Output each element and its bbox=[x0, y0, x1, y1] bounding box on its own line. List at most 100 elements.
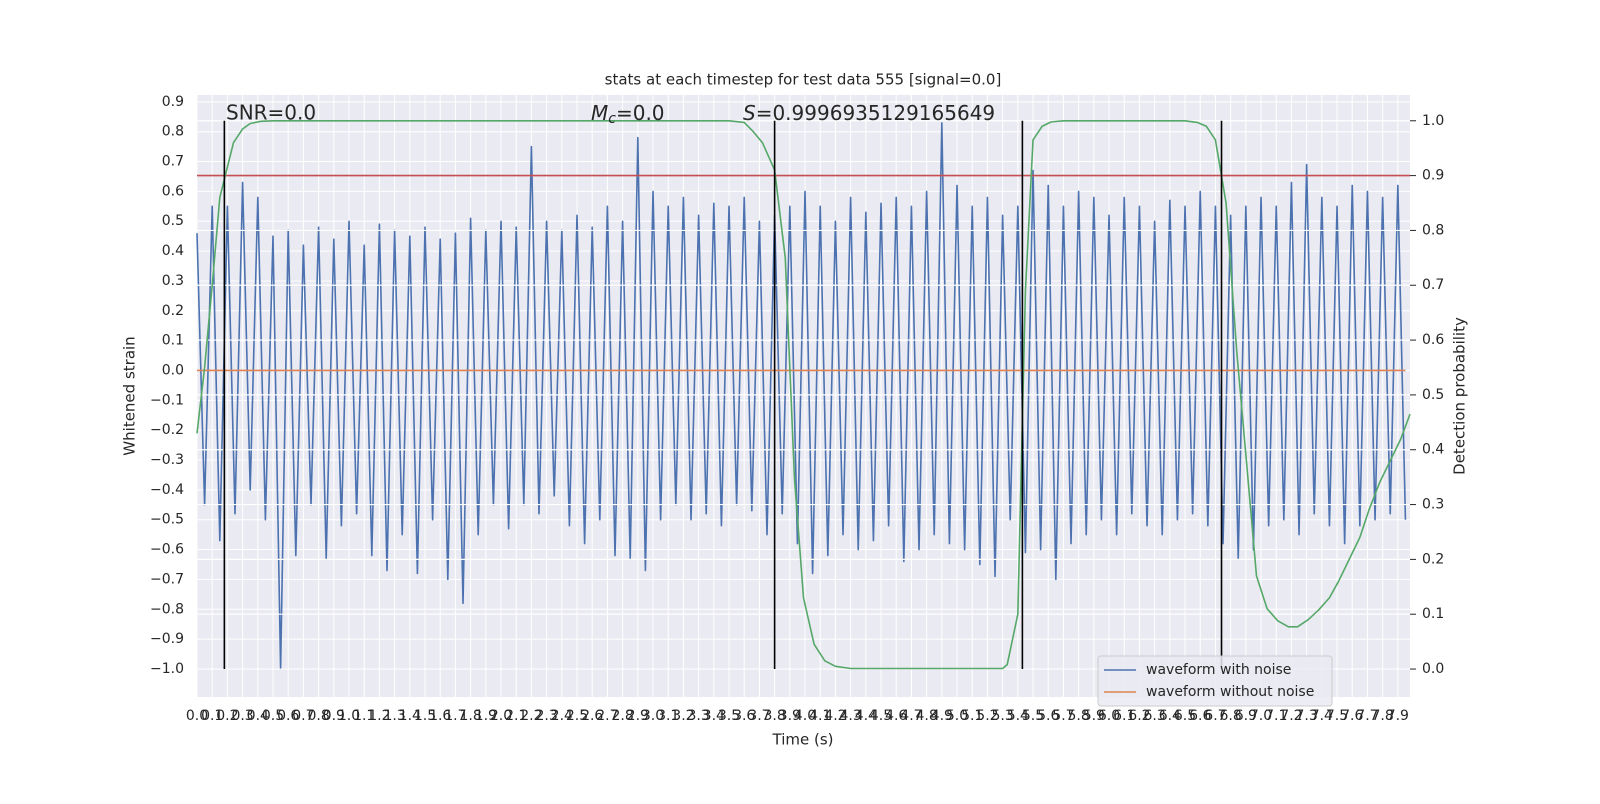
y2-tick-label: 0.7 bbox=[1422, 277, 1444, 293]
x-tick-label: 4.1 bbox=[809, 708, 831, 724]
x-tick-label: 2.3 bbox=[535, 708, 557, 724]
y-tick-label: 0.8 bbox=[162, 124, 184, 140]
x-tick-label: 7.1 bbox=[1265, 708, 1287, 724]
y2-tick-label: 0.4 bbox=[1422, 442, 1444, 458]
x-tick-label: 3.9 bbox=[779, 708, 801, 724]
y-tick-label: 0.1 bbox=[162, 333, 184, 349]
x-tick-label: 2.1 bbox=[505, 708, 527, 724]
y2-tick-label: 0.8 bbox=[1422, 222, 1444, 238]
marks bbox=[196, 120, 1410, 670]
y2-tick-label: 1.0 bbox=[1422, 113, 1444, 129]
y2-tick-label: 0.3 bbox=[1422, 497, 1444, 513]
x-tick-label: 1.0 bbox=[338, 708, 360, 724]
x-tick-label: 3.7 bbox=[748, 708, 770, 724]
x-tick-label: 1.7 bbox=[444, 708, 466, 724]
x-tick-label: 7.7 bbox=[1356, 708, 1378, 724]
x-tick-label: 7.4 bbox=[1311, 708, 1333, 724]
y-tick-label: −0.4 bbox=[150, 482, 184, 498]
x-tick-label: 4.5 bbox=[870, 708, 892, 724]
x-tick-label: 4.3 bbox=[839, 708, 861, 724]
y-tick-label: 0.4 bbox=[162, 243, 184, 259]
y2-tick-label: 0.5 bbox=[1422, 387, 1444, 403]
annotation-subscript: c bbox=[608, 111, 616, 127]
x-tick-label: 4.0 bbox=[794, 708, 816, 724]
x-tick-label: 6.5 bbox=[1174, 708, 1196, 724]
x-tick-label: 2.9 bbox=[627, 708, 649, 724]
x-tick-label: 4.7 bbox=[900, 708, 922, 724]
x-tick-label: 3.6 bbox=[733, 708, 755, 724]
y-tick-label: −0.7 bbox=[150, 571, 184, 587]
x-tick-label: 6.0 bbox=[1098, 708, 1120, 724]
x-tick-label: 6.4 bbox=[1159, 708, 1181, 724]
x-tick-label: 6.9 bbox=[1235, 708, 1257, 724]
x-tick-label: 4.8 bbox=[915, 708, 937, 724]
x-tick-label: 0.5 bbox=[262, 708, 284, 724]
x-tick-label: 0.4 bbox=[247, 708, 269, 724]
x-tick-label: 3.0 bbox=[642, 708, 664, 724]
x-tick-label: 4.6 bbox=[885, 708, 907, 724]
x-tick-label: 1.4 bbox=[399, 708, 421, 724]
y-tick-label: 0.7 bbox=[162, 154, 184, 170]
x-tick-label: 2.7 bbox=[596, 708, 618, 724]
y-tick-label: 0.6 bbox=[162, 183, 184, 199]
x-tick-label: 6.1 bbox=[1113, 708, 1135, 724]
x-tick-label: 7.3 bbox=[1296, 708, 1318, 724]
x-tick-label: 1.5 bbox=[414, 708, 436, 724]
x-tick-label: 2.8 bbox=[611, 708, 633, 724]
x-tick-label: 5.3 bbox=[991, 708, 1013, 724]
x-tick-label: 0.8 bbox=[307, 708, 329, 724]
x-tick-label: 5.0 bbox=[946, 708, 968, 724]
annotation-symbol: M bbox=[591, 101, 608, 125]
y-tick-label: −1.0 bbox=[150, 661, 184, 677]
y-tick-label: 0.5 bbox=[162, 213, 184, 229]
y2-tick-label: 0.0 bbox=[1422, 661, 1444, 677]
x-tick-label: 6.3 bbox=[1143, 708, 1165, 724]
annotation: S=0.9996935129165649 bbox=[743, 101, 995, 125]
x-tick-label: 6.2 bbox=[1128, 708, 1150, 724]
y-tick-label: −0.3 bbox=[150, 452, 184, 468]
annotation: Mc=0.0 bbox=[591, 101, 665, 128]
annotation-text: =0.0 bbox=[616, 101, 665, 125]
legend-label: waveform without noise bbox=[1146, 684, 1314, 700]
x-tick-label: 0.6 bbox=[277, 708, 299, 724]
y-tick-label: 0.9 bbox=[162, 94, 184, 110]
y-tick-label: −0.8 bbox=[150, 601, 184, 617]
x-tick-label: 5.9 bbox=[1083, 708, 1105, 724]
y2-tick-label: 0.2 bbox=[1422, 551, 1444, 567]
x-tick-label: 1.9 bbox=[475, 708, 497, 724]
overlay bbox=[196, 119, 1411, 670]
x-tick-label: 1.8 bbox=[459, 708, 481, 724]
y-tick-label: 0.3 bbox=[162, 273, 184, 289]
x-tick-label: 3.8 bbox=[763, 708, 785, 724]
y-tick-label: −0.9 bbox=[150, 631, 184, 647]
x-tick-label: 3.5 bbox=[718, 708, 740, 724]
x-tick-label: 5.4 bbox=[1007, 708, 1029, 724]
x-tick-label: 3.3 bbox=[687, 708, 709, 724]
x-tick-label: 4.4 bbox=[855, 708, 877, 724]
x-tick-label: 2.5 bbox=[566, 708, 588, 724]
legend-label: waveform with noise bbox=[1146, 662, 1291, 678]
legend: waveform with noise waveform without nois… bbox=[1097, 655, 1333, 707]
y-tick-label: 0.2 bbox=[162, 303, 184, 319]
x-tick-label: 6.8 bbox=[1220, 708, 1242, 724]
x-tick-label: 1.6 bbox=[429, 708, 451, 724]
x-tick-label: 7.8 bbox=[1372, 708, 1394, 724]
x-tick-label: 4.2 bbox=[824, 708, 846, 724]
y2-tick-label: 0.1 bbox=[1422, 606, 1444, 622]
y2-axis-label: Detection probability bbox=[1451, 317, 1469, 475]
x-tick-label: 5.7 bbox=[1052, 708, 1074, 724]
x-tick-label: 0.7 bbox=[292, 708, 314, 724]
x-tick-label: 2.2 bbox=[520, 708, 542, 724]
x-tick-label: 7.9 bbox=[1387, 708, 1409, 724]
annotation: SNR=0.0 bbox=[226, 101, 316, 125]
line-series bbox=[196, 121, 1407, 670]
y-tick-label: −0.1 bbox=[150, 392, 184, 408]
x-tick-label: 3.1 bbox=[657, 708, 679, 724]
y-tick-label: −0.2 bbox=[150, 422, 184, 438]
x-tick-label: 1.2 bbox=[368, 708, 390, 724]
x-tick-label: 6.6 bbox=[1189, 708, 1211, 724]
y2-tick-label: 0.9 bbox=[1422, 168, 1444, 184]
x-tick-label: 0.9 bbox=[323, 708, 345, 724]
